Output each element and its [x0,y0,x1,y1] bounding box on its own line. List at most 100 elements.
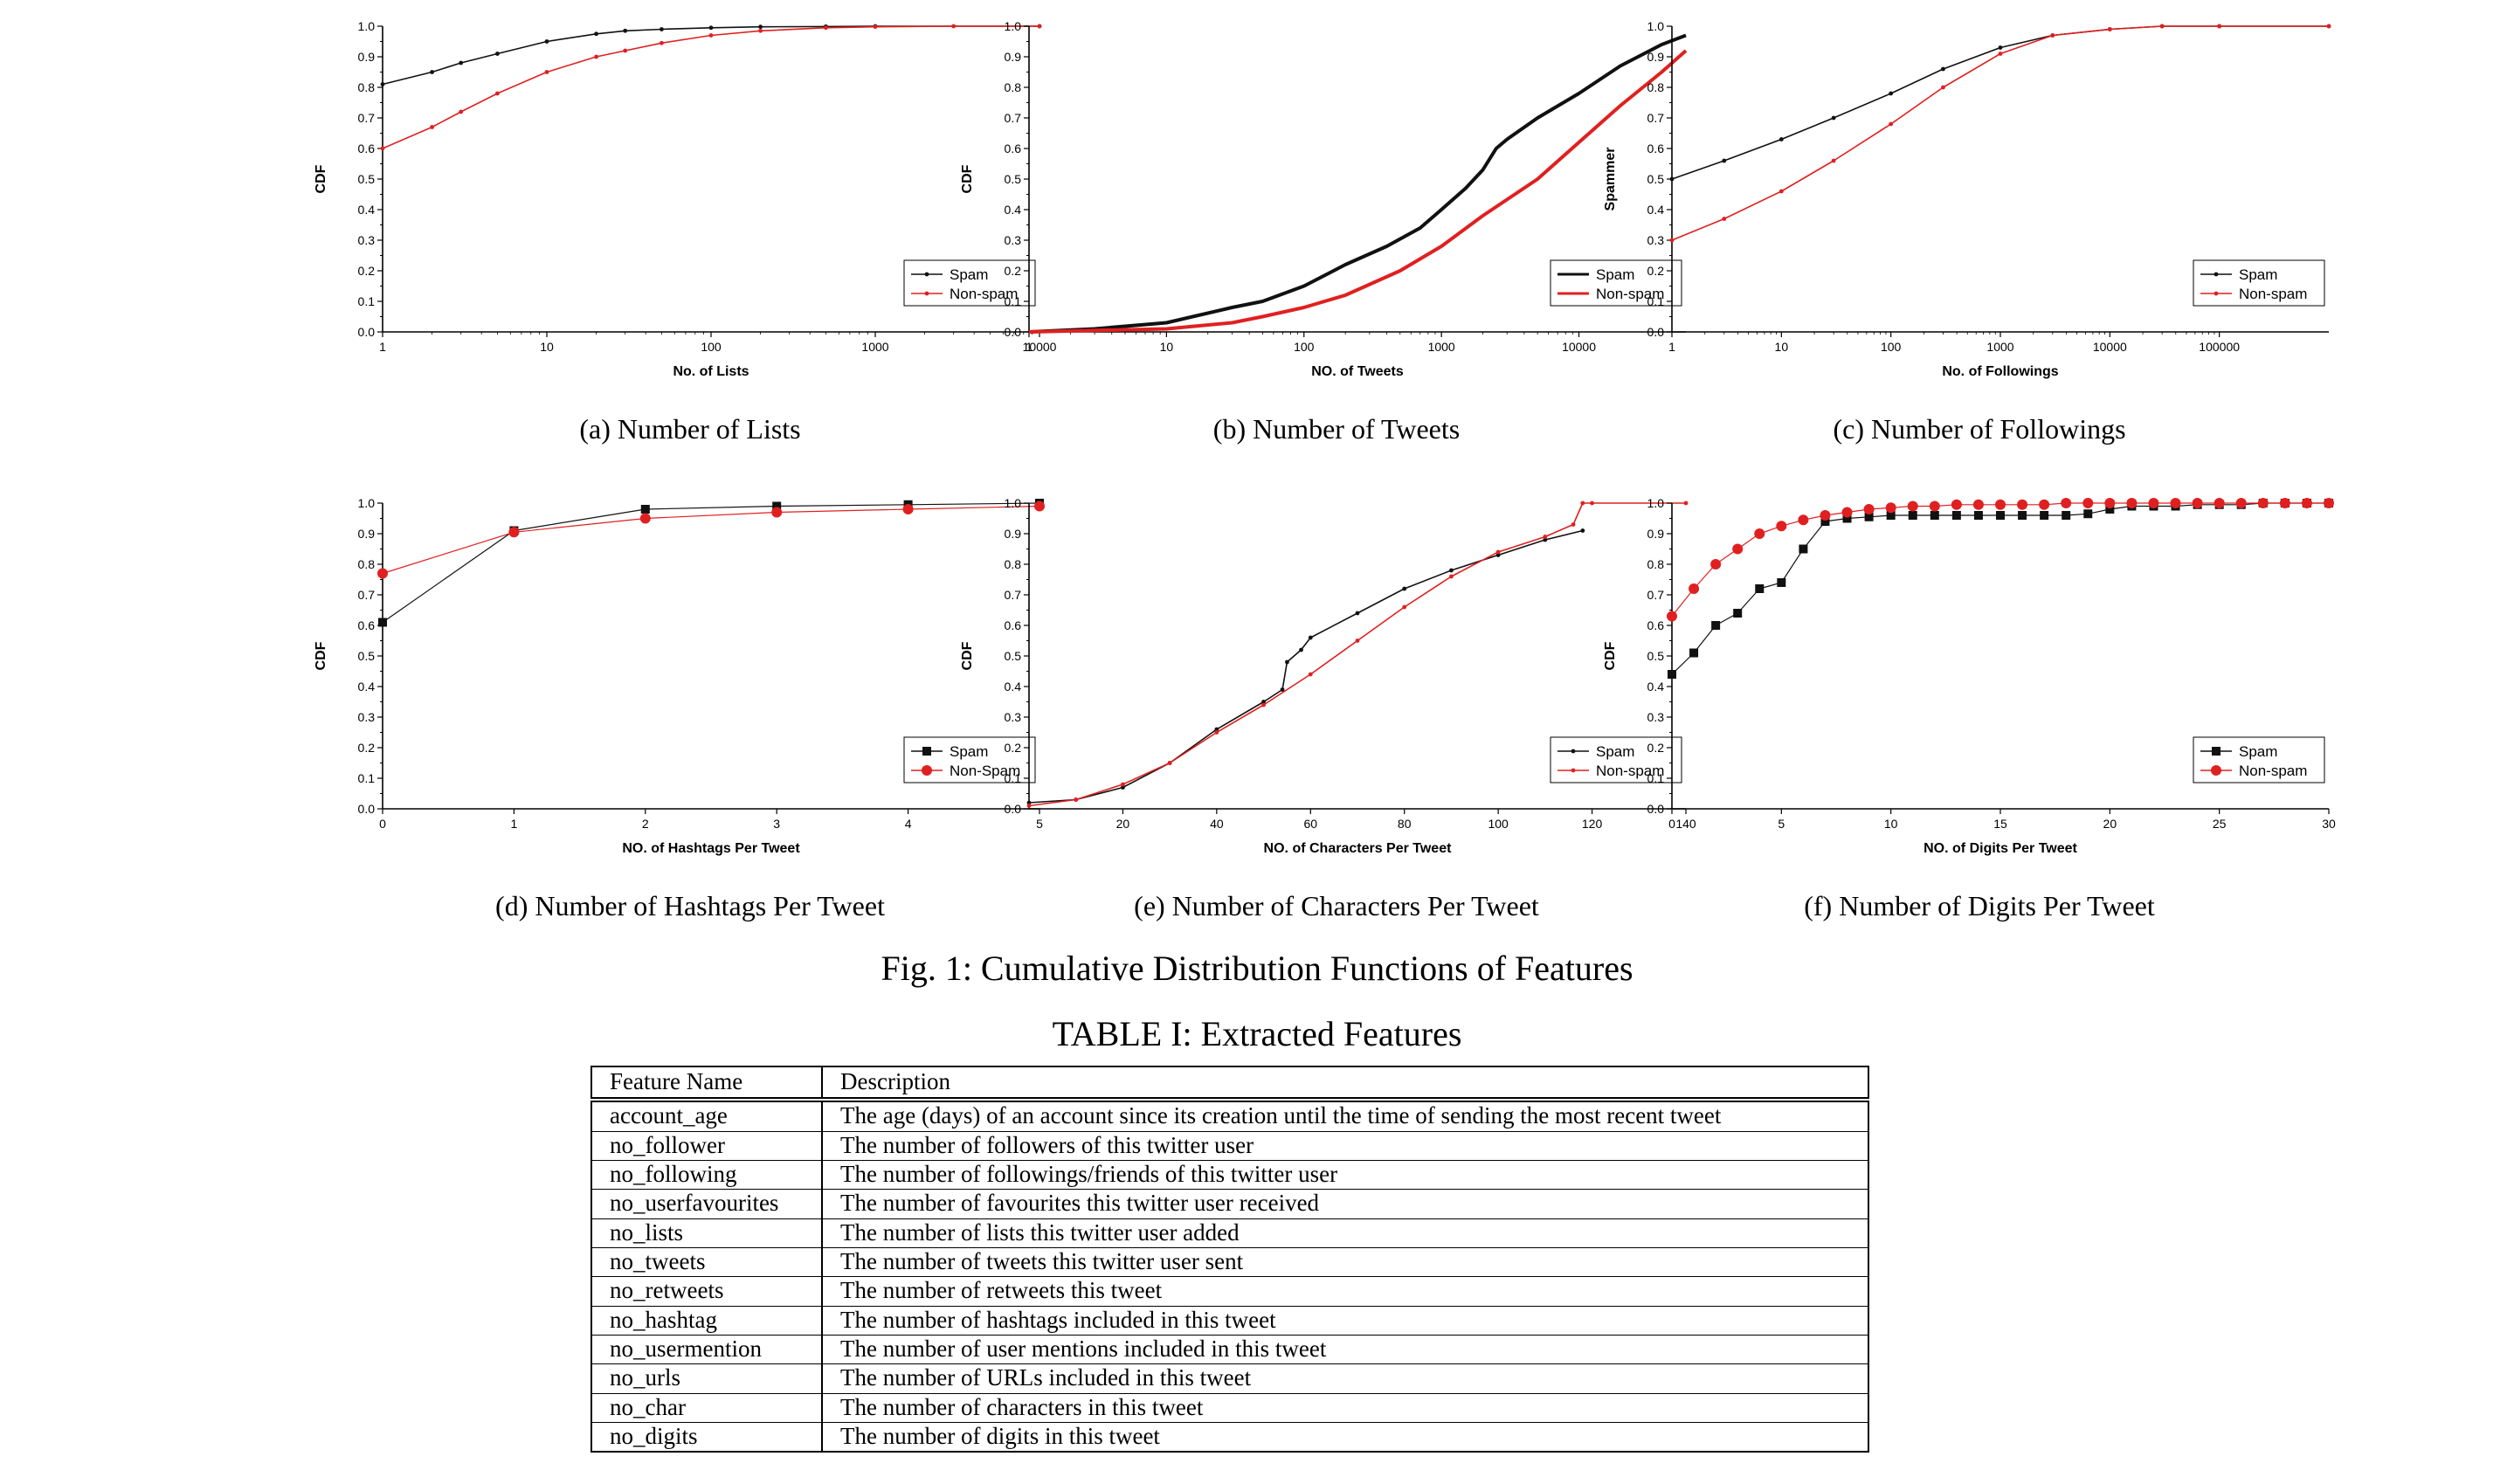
feature-name-cell: no_urls [591,1363,823,1394]
nonspam-point [1214,730,1219,735]
spam-point [2062,511,2071,520]
legend-marker-spam [922,747,931,756]
spam-point [1121,785,1125,790]
nonspam-point [758,28,763,33]
y-axis-label: CDF [1603,641,1618,670]
y-axis-label: CDF [314,641,328,670]
spam-point [1689,648,1699,658]
legend-label-spam: Spam [950,266,988,283]
nonspam-point [2126,498,2138,508]
feature-name-cell: no_userfavourites [591,1189,823,1219]
feature-name-cell: no_digits [591,1422,823,1453]
nonspam-point [1722,217,1727,221]
y-tick-label: 1.0 [358,19,376,33]
nonspam-point [951,24,957,29]
spam-point [2105,505,2115,514]
y-tick-label: 0.1 [358,294,376,308]
y-tick-label: 0.7 [1005,111,1022,125]
spam-point [430,70,434,74]
y-tick-label: 0.8 [358,80,376,94]
nonspam-point [377,568,388,579]
nonspam-point [594,54,598,59]
y-tick-label: 0.6 [358,618,376,632]
spam-point [1299,647,1303,652]
legend-marker-nonspam [1571,768,1576,773]
x-tick-label: 10 [1160,340,1174,354]
y-tick-label: 0.6 [1005,141,1022,155]
chart-c: 0.0 0.1 0.2 0.3 0.4 0.5 0.6 0.7 0.8 0.9 1.0 1 10 100 1… [1603,19,2331,379]
nonspam-point [2061,498,2072,508]
spam-point [1864,512,1874,521]
x-tick-label: 10 [1884,817,1898,831]
nonspam-point [1732,543,1744,555]
x-tick-label: 1000 [1428,340,1455,354]
x-tick-label: 1 [379,340,386,354]
feature-description-cell: The number of hashtags included in this … [821,1305,1869,1336]
features-table: Feature Name Description account_age The … [591,1065,1869,1453]
legend-label-spam: Spam [1596,266,1634,283]
nonspam-point [1995,499,2006,510]
nonspam-point [1308,672,1313,677]
nonspam-point [508,527,520,538]
subcaption-f: (f) Number of Digits Per Tweet [1804,890,2155,921]
legend-label-nonspam: Non-spam [2239,286,2307,302]
series-line-spam [382,502,1040,623]
legend-marker-spam [924,272,929,277]
nonspam-point [1778,189,1784,194]
series-line-nonspam [382,505,1040,575]
legend-box [2193,259,2325,307]
nonspam-point [1689,583,1700,594]
feature-name-cell: no_tweets [591,1247,823,1278]
subcaption-b: (b) Number of Tweets [1212,413,1461,445]
nonspam-point [1907,500,1918,512]
subcaption-c: (c) Number of Followings [1833,413,2126,445]
table-row: no_digits The number of digits in this tw… [591,1422,1869,1453]
spam-point [459,60,464,66]
x-tick-label: 25 [2213,817,2227,831]
table-row: account_age The age (days) of an account … [591,1097,1869,1132]
x-tick-label: 4 [905,817,912,831]
y-tick-label: 0.0 [1647,802,1665,816]
x-tick-label: 140 [1675,817,1696,831]
nonspam-point [1951,499,1962,510]
nonspam-point [1590,500,1594,506]
spam-point [594,31,598,37]
x-tick-label: 80 [1398,817,1412,831]
x-axis-label: No. of Lists [673,364,749,379]
nonspam-point [1929,500,1940,512]
feature-name-cell: no_char [591,1392,823,1424]
x-tick-label: 10000 [1023,340,1057,354]
series-line-nonspam [1671,502,2329,617]
nonspam-point [1037,24,1042,29]
y-tick-label: 0.0 [1005,325,1022,339]
subcaption-a: (a) Number of Lists [579,413,801,445]
header-description: Description [821,1065,1869,1101]
x-tick-label: 40 [1210,817,1224,831]
nonspam-point [1998,52,2003,56]
spam-point [1214,727,1219,732]
y-tick-label: 0.8 [1647,557,1665,571]
y-tick-label: 0.2 [358,264,376,278]
y-tick-label: 0.3 [1005,710,1022,724]
nonspam-point [1710,559,1722,569]
y-tick-label: 1.0 [1647,496,1665,510]
y-tick-label: 0.4 [1005,680,1022,694]
y-tick-label: 1.0 [1005,19,1022,33]
x-tick-label: 100 [1294,340,1315,354]
feature-name-cell: no_following [591,1160,823,1191]
nonspam-point [1580,500,1585,506]
nonspam-point [1669,238,1675,243]
figure-caption: Fig. 1: Cumulative Distribution Function… [881,949,1633,988]
x-tick-label: 1 [1026,340,1033,354]
x-tick-label: 5 [1036,817,1043,831]
y-tick-label: 0.0 [358,325,376,339]
spam-point [1449,568,1454,573]
header-feature-name: Feature Name [591,1065,823,1101]
legend-label-nonspam: Non-Spam [950,763,1020,779]
x-tick-label: 2 [642,817,649,831]
spam-point [1026,800,1032,805]
nonspam-point [544,70,549,74]
legend-box [1550,259,1682,307]
x-axis-label: NO. of Digits Per Tweet [1923,841,2077,856]
nonspam-point [1754,528,1765,539]
